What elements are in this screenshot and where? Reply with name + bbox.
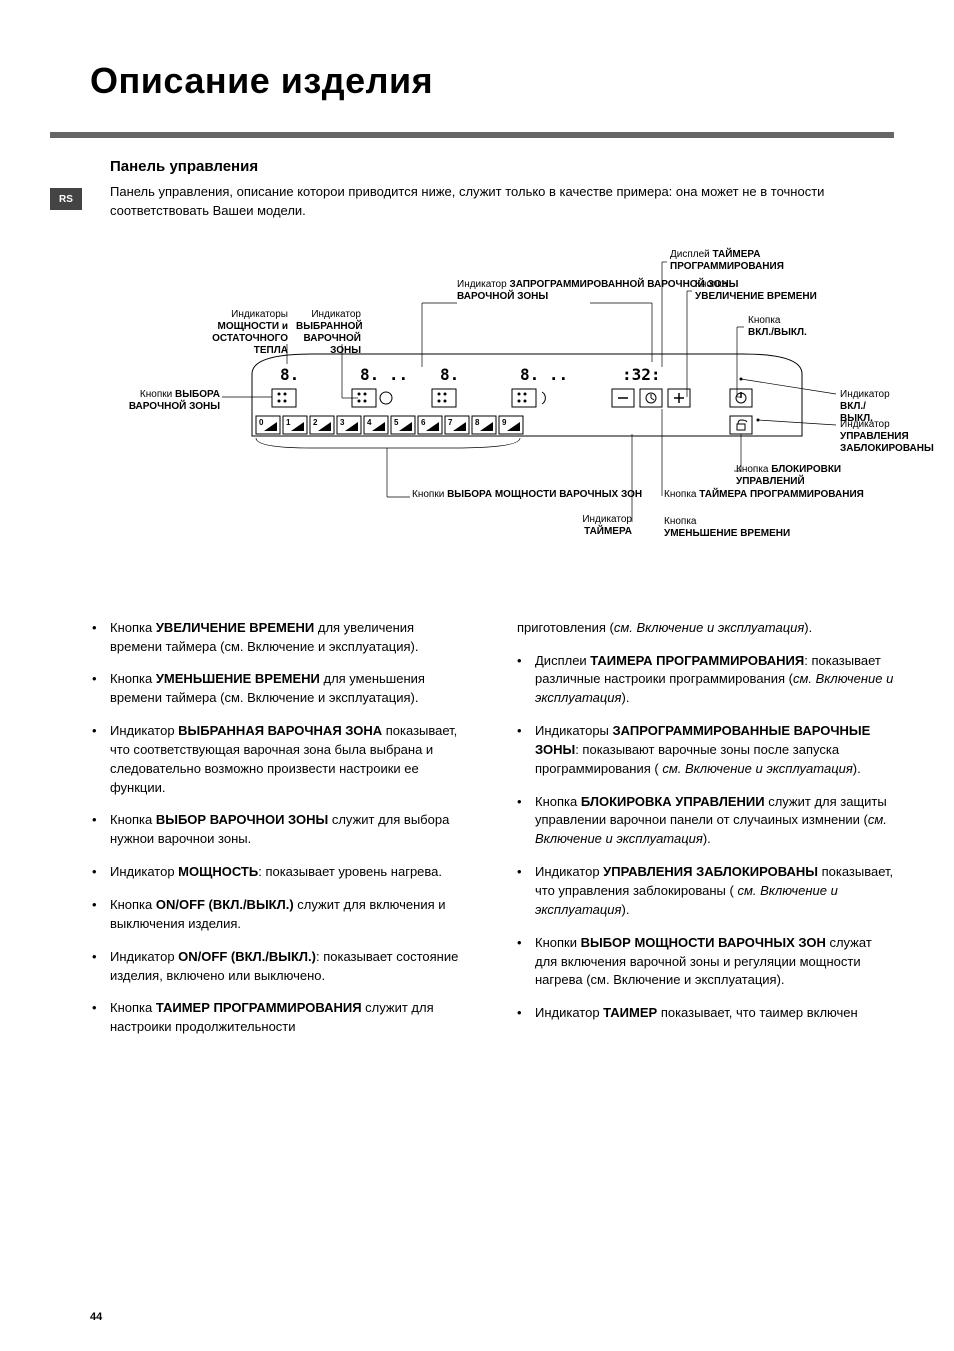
list-item: Индикатор ТАИМЕР показывает, что таимер … [517, 1004, 894, 1023]
label-power-btns: Кнопки ВЫБОРА МОЩНОСТИ ВАРОЧНЫХ ЗОН [412, 489, 642, 501]
svg-text:6: 6 [421, 418, 426, 427]
label-lock-btn: Кнопка БЛОКИРОВКИ УПРАВЛЕНИЙ [736, 464, 872, 488]
section-heading: Панель управления [110, 158, 894, 175]
list-item: Кнопка ВЫБОР ВАРОЧНОИ ЗОНЫ служит для вы… [92, 811, 469, 849]
label-on-off-btn: КнопкаВКЛ./ВЫКЛ. [748, 315, 807, 339]
list-item: Кнопки ВЫБОР МОЩНОСТИ ВАРОЧНЫХ ЗОН служа… [517, 934, 894, 991]
svg-text:8. ..: 8. .. [360, 365, 408, 384]
label-zone-btns: Кнопки ВЫБОРА ВАРОЧНОЙ ЗОНЫ [116, 389, 220, 413]
svg-text:3: 3 [340, 418, 345, 427]
svg-text:0: 0 [259, 418, 264, 427]
list-item: Дисплеи ТАИМЕРА ПРОГРАММИРОВАНИЯ: показы… [517, 652, 894, 709]
svg-text:1: 1 [286, 418, 291, 427]
svg-text:8.: 8. [440, 365, 459, 384]
label-timer-ind: ИндикаторТАЙМЕРА [532, 514, 632, 538]
svg-text:4: 4 [367, 418, 372, 427]
page-number: 44 [90, 1311, 102, 1323]
list-item: Индикатор УПРАВЛЕНИЯ ЗАБЛОКИРОВАНЫ показ… [517, 863, 894, 920]
section-lead: Панель управления, описание которои прив… [110, 183, 894, 221]
label-prog-timer-btn: Кнопка ТАЙМЕРА ПРОГРАММИРОВАНИЯ [664, 489, 864, 501]
label-locked: ИндикаторУПРАВЛЕНИЯ ЗАБЛОКИРОВАНЫ [840, 419, 934, 455]
left-column: Кнопка УВЕЛИЧЕНИЕ ВРЕМЕНИ для увеличения… [92, 619, 469, 1051]
right-column: приготовления (см. Включение и эксплуата… [517, 619, 894, 1051]
language-badge: RS [50, 188, 82, 210]
label-prog-zone: Индикатор ЗАПРОГРАММИРОВАННОЙ ВАРОЧНОЙ З… [457, 279, 738, 303]
list-item: Кнопка УМЕНЬШЕНИЕ ВРЕМЕНИ для уменьшения… [92, 670, 469, 708]
bullet-columns: Кнопка УВЕЛИЧЕНИЕ ВРЕМЕНИ для увеличения… [92, 619, 894, 1051]
list-item: Индикатор МОЩНОСТЬ: показывает уровень н… [92, 863, 469, 882]
label-sel-zone: ИндикаторВЫБРАННОЙ ВАРОЧНОЙ ЗОНЫ [296, 309, 361, 357]
svg-text:7: 7 [448, 418, 453, 427]
list-item: Кнопка БЛОКИРОВКА УПРАВЛЕНИИ служит для … [517, 793, 894, 850]
svg-text:8.: 8. [280, 365, 299, 384]
svg-text:2: 2 [313, 418, 318, 427]
svg-text::32:: :32: [622, 365, 661, 384]
label-timer-display: Дисплей ТАЙМЕРА ПРОГРАММИРОВАНИЯ [670, 249, 872, 273]
list-item: Кнопка ТАИМЕР ПРОГРАММИРОВАНИЯ служит дл… [92, 999, 469, 1037]
title-divider [50, 132, 894, 138]
list-item: Кнопка ON/OFF (ВКЛ./ВЫКЛ.) служит для вк… [92, 896, 469, 934]
label-power-heat: ИндикаторыМОЩНОСТИ и ОСТАТОЧНОГО ТЕПЛА [184, 309, 288, 357]
list-item: Кнопка УВЕЛИЧЕНИЕ ВРЕМЕНИ для увеличения… [92, 619, 469, 657]
page-title: Описание изделия [90, 60, 894, 102]
list-item: Индикатор ON/OFF (ВКЛ./ВЫКЛ.): показывае… [92, 948, 469, 986]
svg-text:8: 8 [475, 418, 480, 427]
svg-text:5: 5 [394, 418, 399, 427]
svg-text:8. ..: 8. .. [520, 365, 568, 384]
svg-text:9: 9 [502, 418, 507, 427]
label-time-down: КнопкаУМЕНЬШЕНИЕ ВРЕМЕНИ [664, 516, 790, 540]
list-item: Индикатор ВЫБРАННАЯ ВАРОЧНАЯ ЗОНА показы… [92, 722, 469, 797]
list-item: Индикаторы ЗАПРОГРАММИРОВАННЫЕ ВАРОЧНЫЕ … [517, 722, 894, 779]
control-panel-diagram: Дисплей ТАЙМЕРА ПРОГРАММИРОВАНИЯ КнопкаУ… [132, 249, 872, 559]
